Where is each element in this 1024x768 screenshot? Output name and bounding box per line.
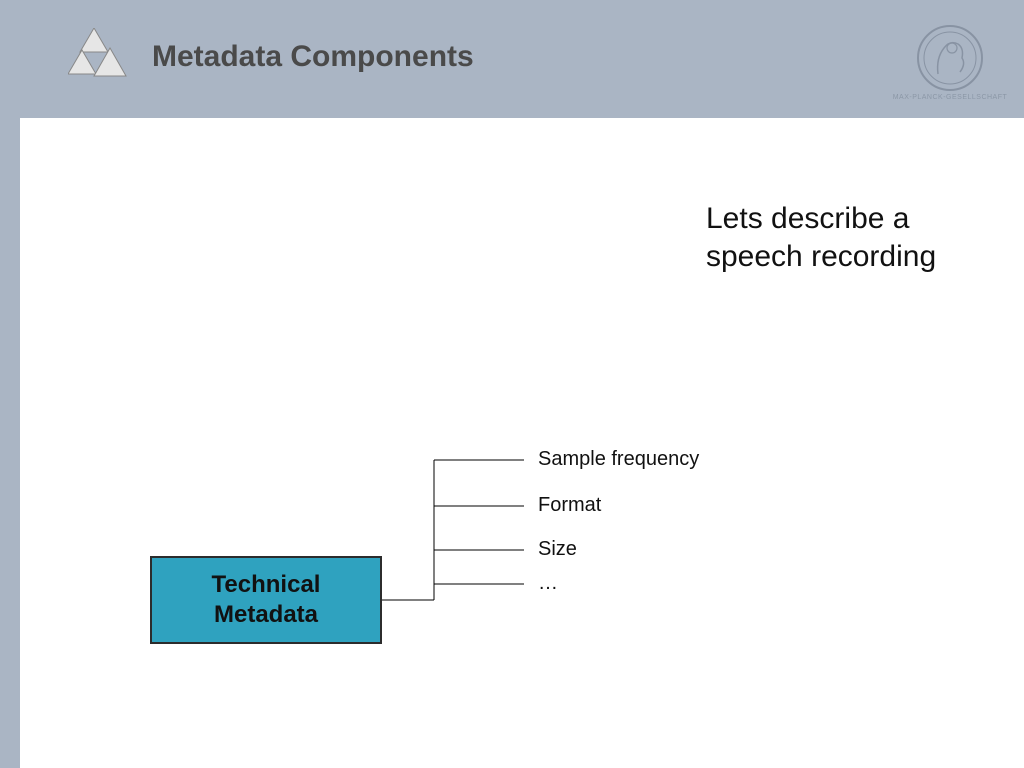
callout-line1: Lets describe a xyxy=(706,202,909,235)
branch-label: … xyxy=(538,572,558,595)
branch-label: Format xyxy=(538,494,601,517)
branch-label: Sample frequency xyxy=(538,448,699,471)
callout-line2: speech recording xyxy=(706,240,936,273)
slide: Metadata Components MAX-PLANCK-GESELLSCH… xyxy=(0,0,1024,768)
callout-text: Lets describe a speech recording xyxy=(706,200,936,275)
branch-label: Size xyxy=(538,538,577,561)
left-stripe xyxy=(0,0,20,768)
box-label-line1: Technical xyxy=(212,571,321,598)
seal-caption: MAX-PLANCK-GESELLSCHAFT xyxy=(890,94,1010,101)
triangles-logo-icon xyxy=(68,28,132,86)
box-label-line2: Metadata xyxy=(214,601,318,628)
technical-metadata-box: Technical Metadata xyxy=(150,556,382,644)
slide-title: Metadata Components xyxy=(152,40,474,74)
seal-logo-icon xyxy=(916,24,984,92)
